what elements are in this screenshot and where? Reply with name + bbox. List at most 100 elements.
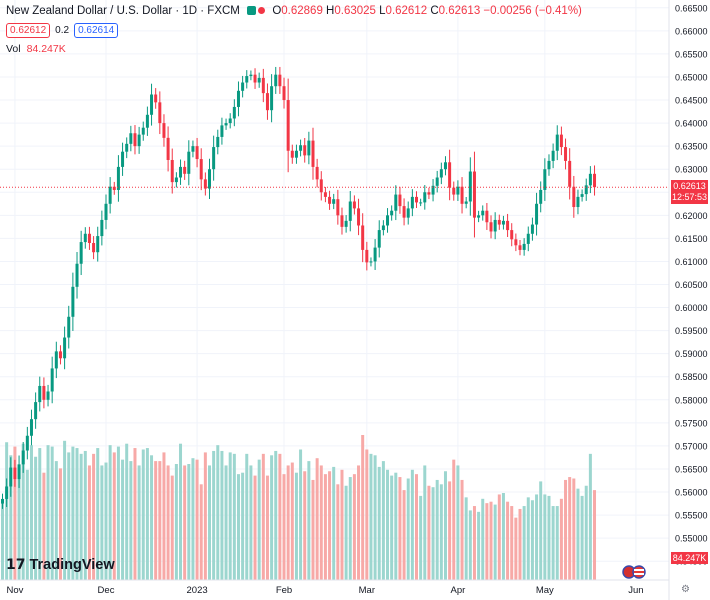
volume-bar xyxy=(332,466,336,580)
price-tick-label: 0.56000 xyxy=(675,488,708,498)
volume-bar xyxy=(357,465,361,580)
volume-bar xyxy=(439,484,443,580)
volume-bar xyxy=(183,465,187,580)
time-tick-label: Nov xyxy=(6,585,23,596)
volume-bar xyxy=(588,453,592,580)
quote-row: 0.62612 0.2 0.62614 xyxy=(6,23,119,38)
sell-button[interactable]: 0.62612 xyxy=(6,23,51,38)
tradingview-logo-icon: 𝟭𝟳 xyxy=(6,557,26,573)
volume-bar xyxy=(83,450,87,580)
volume-bar xyxy=(315,458,319,580)
volume-bar xyxy=(431,487,435,580)
candle-body xyxy=(468,171,472,202)
time-axis[interactable]: Nov Dec 2023 Feb Mar Apr May Jun xyxy=(6,585,643,596)
price-tick-label: 0.60000 xyxy=(675,303,708,313)
candle-body xyxy=(145,114,149,128)
volume-bar xyxy=(278,453,282,580)
volume-bar xyxy=(145,448,149,580)
volume-bar xyxy=(410,469,414,580)
candle-body xyxy=(564,147,568,161)
candle-body xyxy=(241,82,245,91)
price-tick-label: 0.66500 xyxy=(675,3,708,13)
volume-bar xyxy=(381,461,385,580)
candle-body xyxy=(34,402,38,420)
candle-body xyxy=(162,123,166,138)
volume-bar xyxy=(551,506,555,580)
candle-body xyxy=(21,450,25,465)
candle-body xyxy=(344,220,348,227)
volume-bar xyxy=(92,453,96,580)
volume-bar xyxy=(137,465,141,580)
candle-body xyxy=(518,245,522,250)
volume-bar xyxy=(352,474,356,580)
candle-body xyxy=(54,351,58,369)
volume-bar xyxy=(34,456,38,580)
volume-bar xyxy=(435,479,439,580)
candle-body xyxy=(501,220,505,225)
candle-body xyxy=(133,133,137,147)
volume-bar xyxy=(75,448,79,580)
candle-body xyxy=(121,151,125,167)
candle-body xyxy=(112,186,116,190)
volume-bar xyxy=(394,472,398,580)
candle-body xyxy=(311,140,315,167)
candle-body xyxy=(580,194,584,197)
candle-body xyxy=(588,173,592,186)
volume-legend[interactable]: Vol 84.247K xyxy=(6,43,66,55)
candle-body xyxy=(108,186,112,204)
candle-body xyxy=(170,159,174,183)
volume-bar xyxy=(336,484,340,580)
candle-body xyxy=(514,239,518,246)
price-axis[interactable]: 0.66500 0.66000 0.65500 0.65000 0.64500 0.640… xyxy=(675,3,708,566)
buy-button[interactable]: 0.62614 xyxy=(74,23,119,38)
volume-bar xyxy=(522,506,526,580)
settings-gear-icon[interactable]: ⚙ xyxy=(681,584,690,595)
candle-body xyxy=(576,196,580,208)
volume-bar xyxy=(87,465,91,580)
volume-bar xyxy=(38,448,42,580)
candle-body xyxy=(141,127,145,135)
volume-bar xyxy=(261,453,265,580)
volume-bar xyxy=(257,459,261,580)
volume-bar xyxy=(191,458,195,580)
price-tick-label: 0.63500 xyxy=(675,142,708,152)
symbol-title[interactable]: New Zealand Dollar / U.S. Dollar · 1D · … xyxy=(6,5,240,17)
candle-body xyxy=(278,74,282,87)
volume-bar xyxy=(448,481,452,580)
volume-bar xyxy=(108,445,112,580)
candle-body xyxy=(340,215,344,227)
candle-body xyxy=(481,210,485,216)
volume-bar xyxy=(5,442,9,580)
volume-bar xyxy=(526,497,530,580)
volume-bar xyxy=(377,466,381,580)
time-tick-label: Apr xyxy=(451,585,466,596)
candle-body xyxy=(150,94,154,115)
price-tick-label: 0.57500 xyxy=(675,418,708,428)
currency-flags-icon[interactable] xyxy=(622,565,648,579)
volume-bar xyxy=(154,461,158,580)
price-tick-label: 0.62000 xyxy=(675,211,708,221)
price-tick-label: 0.56500 xyxy=(675,464,708,474)
volume-bar xyxy=(402,490,406,580)
volume-bar xyxy=(506,501,510,580)
candle-body xyxy=(187,151,191,174)
candle-body xyxy=(506,220,510,231)
price-tick-label: 0.58000 xyxy=(675,395,708,405)
candle-body xyxy=(593,173,597,188)
tradingview-logo[interactable]: 𝟭𝟳 TradingView xyxy=(6,557,115,573)
price-tick-label: 0.63000 xyxy=(675,165,708,175)
volume-bar xyxy=(216,445,220,580)
volume-bar xyxy=(224,465,228,580)
candle-body xyxy=(489,222,493,232)
candle-body xyxy=(50,368,54,392)
candle-body xyxy=(386,215,390,226)
time-tick-label: May xyxy=(536,585,554,596)
candle-body xyxy=(125,143,129,152)
candle-body xyxy=(584,185,588,195)
price-tick-label: 0.65000 xyxy=(675,72,708,82)
candle-body xyxy=(530,224,534,234)
open-value: 0.62869 xyxy=(281,5,323,17)
volume-bar xyxy=(539,481,543,580)
volume-bar xyxy=(323,474,327,580)
